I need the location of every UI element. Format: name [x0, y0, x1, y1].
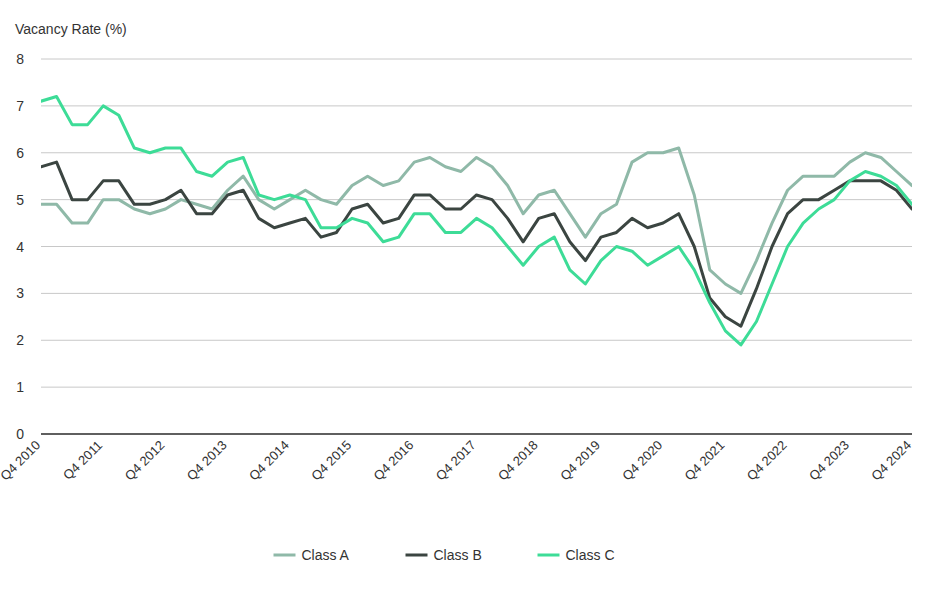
series-line — [41, 97, 912, 345]
grid-line — [41, 105, 912, 106]
series-line — [41, 148, 912, 293]
lines — [41, 97, 912, 345]
legend-label: Class B — [434, 547, 482, 563]
grid-line — [41, 59, 912, 60]
x-tick-label: Q4 2023 — [806, 438, 852, 484]
grid-line — [41, 433, 912, 435]
x-tick-label: Q4 2014 — [246, 438, 292, 484]
legend-swatch — [406, 554, 428, 557]
x-tick-label: Q4 2017 — [433, 438, 479, 484]
x-tick-label: Q4 2018 — [495, 438, 541, 484]
y-tick-label: 6 — [16, 145, 24, 161]
x-tick-label: Q4 2020 — [619, 438, 665, 484]
chart: Vacancy Rate (%) 0 1 2 3 4 5 6 7 8 Q4 2010 Q4 2011 Q… — [0, 0, 927, 596]
x-tick-label: Q4 2013 — [184, 438, 230, 484]
x-tick-label: Q4 2011 — [60, 438, 105, 483]
x-tick-label: Q4 2024 — [868, 438, 914, 484]
x-tick-label: Q4 2015 — [308, 438, 354, 484]
x-tick-label: Q4 2021 — [682, 438, 728, 484]
x-axis — [41, 433, 912, 435]
grid-line — [41, 340, 912, 341]
legend-label: Class A — [302, 547, 350, 563]
grid-line — [41, 246, 912, 247]
y-tick-label: 8 — [16, 51, 24, 67]
y-tick-label: 4 — [16, 239, 24, 255]
y-tick-label: 0 — [16, 426, 24, 442]
x-tick-label: Q4 2019 — [557, 438, 603, 484]
x-tick-label: Q4 2016 — [371, 438, 417, 484]
y-tick-label: 5 — [16, 192, 24, 208]
x-tick-label: Q4 2022 — [744, 438, 790, 484]
y-tick-label: 1 — [16, 379, 24, 395]
grid-line — [41, 152, 912, 153]
grid-line — [41, 387, 912, 388]
x-tick-label: Q4 2012 — [122, 438, 168, 484]
series-line — [41, 162, 912, 326]
legend: Class A Class B Class C — [274, 547, 615, 563]
y-tick-label: 3 — [16, 285, 24, 301]
legend-label: Class C — [566, 547, 615, 563]
y-tick-label: 2 — [16, 332, 24, 348]
legend-swatch — [274, 554, 296, 557]
y-tick-label: 7 — [16, 98, 24, 114]
x-tick-label: Q4 2010 — [0, 438, 43, 484]
legend-swatch — [538, 554, 560, 557]
y-axis-title: Vacancy Rate (%) — [15, 21, 127, 37]
grid-line — [41, 293, 912, 294]
